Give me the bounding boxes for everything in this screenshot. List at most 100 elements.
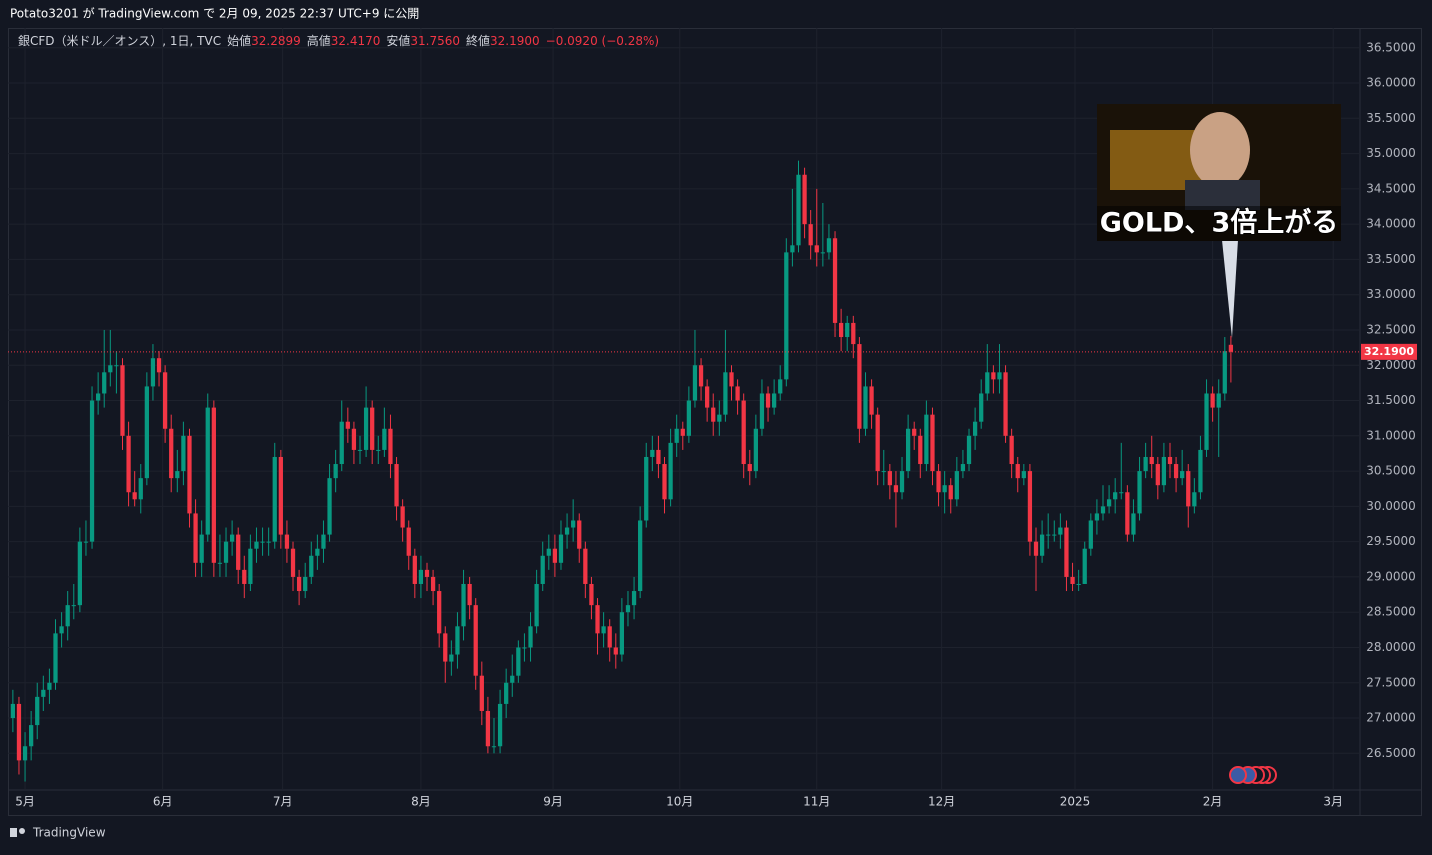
candle-body bbox=[826, 238, 832, 253]
candle-body bbox=[674, 428, 679, 443]
x-tick-label: 11月 bbox=[803, 795, 830, 809]
candle-body bbox=[863, 386, 868, 429]
y-tick-label: 28.5000 bbox=[1366, 605, 1416, 619]
y-tick-label: 30.0000 bbox=[1366, 499, 1416, 513]
candle-body bbox=[705, 386, 710, 408]
candle-body bbox=[162, 372, 168, 429]
candle-body bbox=[1167, 456, 1173, 465]
candle-body bbox=[729, 372, 734, 387]
candle-body bbox=[1106, 499, 1112, 507]
candle-body bbox=[1009, 435, 1014, 465]
candle-body bbox=[571, 520, 576, 528]
candle-body bbox=[1210, 393, 1215, 408]
candle-body bbox=[772, 393, 777, 408]
candle-body bbox=[838, 322, 844, 338]
candle-body bbox=[631, 591, 637, 606]
event-icons[interactable] bbox=[1229, 766, 1277, 784]
candle-body bbox=[522, 647, 527, 649]
last-price-label: 32.1900 bbox=[1364, 345, 1414, 358]
candle-body bbox=[1131, 513, 1136, 535]
candle-body bbox=[1204, 393, 1209, 450]
legend: 銀CFD（米ドル／オンス）, 1日, TVC 始値32.2899 高値32.4170… bbox=[18, 33, 659, 48]
y-tick-label: 28.0000 bbox=[1366, 640, 1416, 654]
candle-body bbox=[47, 682, 52, 690]
thumbnail[interactable]: GOLD、3倍上がる bbox=[1097, 104, 1341, 338]
candle-body bbox=[924, 414, 929, 465]
header: Potato3201 が TradingView.com で 2月 09, 20… bbox=[10, 6, 419, 21]
candle-body bbox=[35, 696, 40, 726]
candle-body bbox=[497, 703, 503, 747]
candle-body bbox=[1058, 527, 1063, 535]
candle-body bbox=[363, 407, 369, 450]
logo-mark bbox=[19, 828, 25, 834]
caption-band bbox=[1097, 206, 1341, 241]
candle-body bbox=[820, 252, 825, 254]
candle-body bbox=[504, 682, 509, 704]
candle-body bbox=[339, 421, 344, 465]
candle-body bbox=[205, 407, 210, 535]
y-tick-label: 36.5000 bbox=[1366, 40, 1416, 54]
candle-body bbox=[138, 478, 143, 500]
candle-body bbox=[254, 541, 259, 549]
brand[interactable]: TradingView bbox=[10, 826, 106, 840]
candle-body bbox=[723, 372, 728, 415]
candle-body bbox=[668, 442, 673, 500]
legend-value: 31.7560 bbox=[410, 34, 460, 48]
candle-body bbox=[1039, 534, 1045, 556]
candle-body bbox=[418, 569, 424, 584]
candle-body bbox=[510, 675, 515, 683]
candle-body bbox=[430, 576, 436, 592]
candle-body bbox=[29, 725, 34, 747]
candle-body bbox=[16, 703, 22, 761]
candle-body bbox=[83, 541, 89, 543]
candle-body bbox=[662, 464, 667, 500]
candle-body bbox=[309, 555, 314, 577]
candle-body bbox=[1222, 351, 1227, 394]
thumbnail-caption: GOLD、3倍上がる bbox=[1100, 207, 1339, 239]
candle-body bbox=[656, 449, 661, 465]
candle-body bbox=[424, 569, 430, 577]
candle-body bbox=[1180, 471, 1185, 479]
candle-body bbox=[1082, 548, 1087, 584]
candle-body bbox=[65, 605, 70, 627]
candle-body bbox=[181, 435, 186, 472]
candle-body bbox=[223, 541, 229, 563]
candle-body bbox=[485, 710, 491, 747]
candle-body bbox=[114, 365, 119, 367]
candle-body bbox=[1015, 464, 1020, 479]
candle-body bbox=[985, 372, 990, 394]
candle-body bbox=[406, 527, 411, 556]
candle-body bbox=[558, 534, 564, 563]
candle-body bbox=[1088, 520, 1093, 549]
candle-body bbox=[41, 689, 46, 697]
legend-label: 終値 bbox=[466, 33, 490, 48]
y-tick-label: 31.0000 bbox=[1366, 428, 1416, 442]
candle-body bbox=[948, 485, 953, 500]
candle-body bbox=[144, 386, 149, 479]
candle-body bbox=[260, 541, 265, 543]
candle-body bbox=[1143, 456, 1148, 472]
candle-body bbox=[650, 449, 655, 457]
candle-body bbox=[936, 471, 941, 493]
y-tick-label: 31.5000 bbox=[1366, 393, 1416, 407]
last-price-tag bbox=[1361, 343, 1417, 360]
candle-body bbox=[796, 174, 801, 246]
legend-value: 32.4170 bbox=[331, 34, 381, 48]
x-tick-label: 2月 bbox=[1203, 795, 1223, 809]
legend-label: 高値 bbox=[307, 33, 331, 48]
candle-body bbox=[790, 245, 795, 253]
x-tick-label: 7月 bbox=[273, 795, 293, 809]
x-tick-label: 6月 bbox=[153, 795, 173, 809]
candle-body bbox=[455, 626, 460, 655]
candle-body bbox=[1003, 372, 1008, 436]
candle-body bbox=[1052, 534, 1057, 536]
candle-body bbox=[1155, 464, 1160, 486]
candle-body bbox=[242, 569, 247, 584]
candle-body bbox=[918, 435, 923, 465]
candle-body bbox=[802, 174, 807, 225]
y-tick-label: 35.0000 bbox=[1366, 146, 1416, 160]
legend-change: −0.0920 (−0.28%) bbox=[546, 34, 659, 48]
candle-body bbox=[400, 506, 405, 528]
candle-body bbox=[10, 703, 16, 719]
candle-body bbox=[875, 414, 880, 472]
